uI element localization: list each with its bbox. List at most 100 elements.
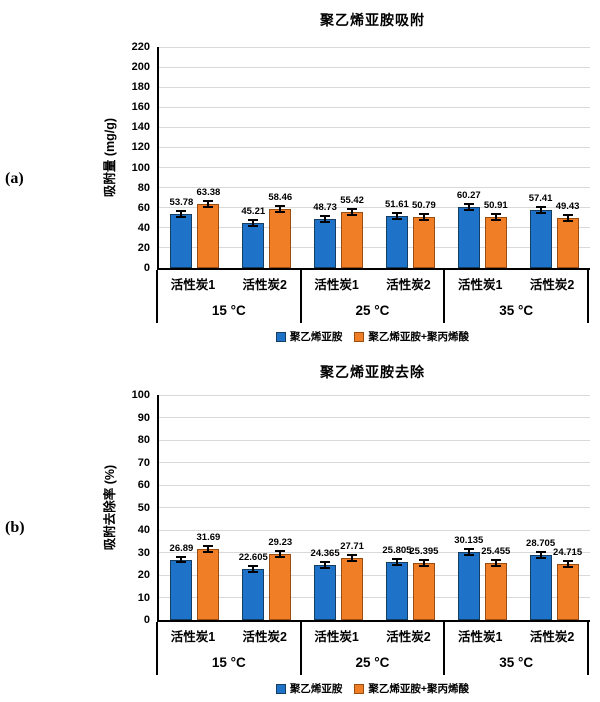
- panel-label-a: (a): [5, 170, 24, 187]
- bar-series1: [242, 222, 265, 268]
- error-bar: [566, 561, 569, 568]
- category-label: 活性炭2: [386, 630, 431, 644]
- value-label: 25.395: [409, 545, 439, 557]
- error-bar-cap: [562, 214, 573, 217]
- error-bar-cap: [562, 220, 573, 223]
- gridline: [159, 507, 590, 508]
- group-label: 15 °C: [211, 302, 246, 318]
- legend-item: 聚乙烯亚胺: [275, 329, 343, 344]
- gridline: [159, 597, 590, 598]
- legend-label: 聚乙烯亚胺: [289, 331, 343, 343]
- y-tick-label: 220: [131, 41, 150, 53]
- error-bar-cap: [320, 215, 331, 218]
- error-bar: [324, 216, 327, 223]
- y-tick-label: 0: [143, 614, 150, 626]
- value-label: 25.805: [382, 545, 412, 556]
- error-bar-cap: [490, 564, 501, 567]
- error-bar-cap: [176, 555, 187, 558]
- value-label: 30.135: [454, 535, 484, 547]
- error-bar: [566, 215, 569, 222]
- value-label: 55.42: [340, 195, 364, 207]
- bar-series2: [269, 554, 292, 620]
- legend-item: 聚乙烯亚胺: [275, 681, 342, 696]
- gridline: [159, 574, 590, 576]
- y-tick-label: 140: [131, 121, 150, 134]
- value-label: 24.365: [310, 548, 340, 560]
- error-bar-cap: [490, 218, 501, 221]
- chart-a-section: 聚乙烯亚胺吸附 吸附量 (mg/g) 53.78 63.38 45.21 58.46 4…: [0, 0, 600, 348]
- gridline: [159, 66, 590, 68]
- error-bar: [467, 549, 470, 556]
- error-bar-cap: [463, 554, 474, 557]
- legend-swatch-series1: [275, 331, 286, 342]
- error-bar-cap: [418, 218, 429, 221]
- error-bar-cap: [248, 224, 259, 227]
- error-bar: [324, 562, 327, 569]
- y-tick-label: 70: [137, 456, 150, 469]
- legend: 聚乙烯亚胺 聚乙烯亚胺+聚丙烯酸: [157, 681, 588, 696]
- value-label: 26.89: [169, 542, 194, 554]
- value-label: 45.21: [241, 205, 266, 217]
- group-separator: [587, 622, 589, 675]
- error-bar-cap: [418, 558, 429, 561]
- bar-series2: [341, 557, 364, 620]
- error-bar: [494, 559, 497, 566]
- gridline: [159, 227, 590, 229]
- bar-series2: [412, 216, 435, 268]
- group-label: 25 °C: [355, 654, 390, 670]
- error-bar: [395, 213, 398, 220]
- category-label: 活性炭1: [458, 630, 503, 644]
- value-label: 49.43: [555, 201, 580, 213]
- category-label: 活性炭1: [170, 630, 216, 644]
- error-bar-cap: [320, 221, 331, 224]
- y-tick-label: 90: [137, 411, 150, 424]
- y-tick-label: 0: [143, 262, 150, 274]
- error-bar-cap: [391, 563, 402, 566]
- group-label: 35 °C: [499, 654, 534, 670]
- value-label: 31.69: [196, 531, 221, 543]
- value-label: 51.61: [385, 199, 409, 211]
- gridline: [159, 484, 590, 486]
- group-label: 25 °C: [355, 302, 390, 318]
- legend-swatch-series2: [354, 331, 365, 342]
- bar-series2: [197, 548, 220, 620]
- bar-series1: [457, 552, 480, 620]
- error-bar-cap: [463, 548, 474, 551]
- y-tick-label: 40: [137, 221, 150, 234]
- category-label: 活性炭1: [458, 278, 503, 292]
- chart-title: 聚乙烯亚胺吸附: [320, 12, 425, 28]
- error-bar: [467, 204, 470, 211]
- category-label: 活性炭1: [170, 278, 216, 292]
- error-bar: [494, 213, 497, 220]
- error-bar: [279, 551, 282, 558]
- category-label: 活性炭1: [314, 278, 359, 292]
- value-label: 27.71: [340, 540, 364, 552]
- error-bar-cap: [418, 564, 429, 567]
- group-separator: [156, 622, 158, 675]
- error-bar-cap: [203, 544, 214, 547]
- error-bar: [422, 559, 425, 566]
- error-bar-cap: [176, 209, 187, 212]
- gridline: [159, 126, 590, 128]
- gridline: [159, 462, 590, 463]
- group-label: 35 °C: [499, 302, 534, 318]
- bar-series1: [170, 213, 193, 268]
- gridline: [159, 529, 590, 531]
- error-bar-cap: [391, 558, 402, 560]
- error-bar-cap: [347, 214, 358, 217]
- error-bar-cap: [320, 567, 331, 570]
- y-tick-label: 30: [137, 546, 150, 559]
- value-label: 57.41: [528, 193, 553, 205]
- bar-series2: [412, 562, 435, 620]
- group-separator: [299, 270, 302, 323]
- y-tick-label: 120: [131, 141, 150, 154]
- error-bar-cap: [535, 206, 546, 209]
- y-tick-label: 60: [137, 201, 150, 214]
- gridline: [159, 46, 590, 48]
- y-tick-label: 160: [131, 101, 150, 114]
- category-label: 活性炭2: [529, 630, 575, 644]
- bar-series2: [484, 216, 507, 268]
- group-separator: [156, 270, 158, 323]
- gridline: [159, 187, 590, 189]
- legend: 聚乙烯亚胺 聚乙烯亚胺+聚丙烯酸: [157, 329, 588, 344]
